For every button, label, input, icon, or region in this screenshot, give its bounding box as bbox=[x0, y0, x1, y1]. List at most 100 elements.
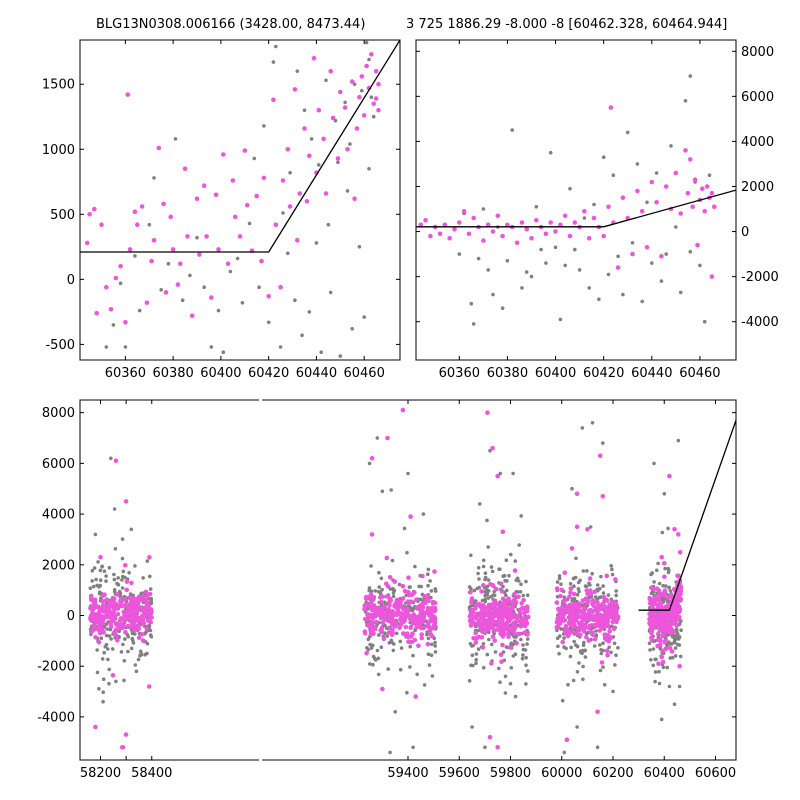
data-point-magenta bbox=[592, 589, 597, 595]
data-point-magenta bbox=[135, 617, 141, 622]
data-point-gray bbox=[480, 598, 485, 603]
data-point-gray bbox=[581, 643, 586, 647]
data-point-magenta bbox=[385, 435, 390, 441]
data-point-gray bbox=[595, 583, 600, 587]
data-point-gray bbox=[562, 750, 567, 755]
data-point-gray bbox=[402, 526, 407, 531]
data-point-magenta bbox=[615, 616, 620, 621]
data-point-gray bbox=[429, 589, 434, 593]
data-point-magenta bbox=[100, 599, 105, 604]
data-point-magenta bbox=[659, 253, 664, 259]
data-point-magenta bbox=[392, 602, 398, 608]
data-point-gray bbox=[672, 702, 677, 706]
data-point-gray bbox=[302, 108, 307, 112]
data-point-magenta bbox=[316, 107, 322, 113]
data-point-gray bbox=[611, 173, 616, 177]
axes-frame bbox=[79, 399, 737, 761]
data-point-gray bbox=[498, 567, 502, 571]
data-point-magenta bbox=[401, 631, 406, 636]
data-point-gray bbox=[367, 57, 371, 62]
data-point-gray bbox=[483, 745, 487, 750]
data-point-gray bbox=[477, 577, 481, 581]
data-point-gray bbox=[326, 222, 331, 227]
data-point-gray bbox=[188, 273, 192, 278]
data-point-magenta bbox=[418, 222, 424, 228]
data-point-gray bbox=[649, 572, 653, 577]
data-point-magenta bbox=[304, 199, 310, 204]
data-point-magenta bbox=[520, 605, 525, 611]
data-point-gray bbox=[493, 650, 498, 654]
data-point-gray bbox=[408, 665, 412, 669]
data-point-magenta bbox=[558, 222, 563, 228]
data-point-magenta bbox=[197, 252, 202, 257]
data-point-magenta bbox=[558, 593, 563, 599]
data-point-magenta bbox=[561, 618, 567, 623]
data-point-gray bbox=[109, 456, 113, 461]
data-point-magenta bbox=[123, 320, 128, 325]
data-point-gray bbox=[148, 587, 153, 591]
data-point-gray bbox=[582, 640, 586, 645]
data-point-magenta bbox=[415, 615, 421, 620]
data-point-gray bbox=[489, 565, 494, 569]
data-point-magenta bbox=[468, 614, 474, 619]
data-point-gray bbox=[88, 586, 93, 590]
data-point-gray bbox=[662, 492, 667, 496]
data-point-gray bbox=[375, 436, 380, 440]
data-point-gray bbox=[574, 556, 578, 561]
data-point-magenta bbox=[630, 251, 635, 257]
data-point-gray bbox=[612, 641, 617, 646]
data-point-magenta bbox=[511, 630, 517, 635]
data-point-gray bbox=[221, 350, 226, 355]
data-point-magenta bbox=[237, 234, 243, 239]
data-point-gray bbox=[497, 666, 501, 671]
data-point-gray bbox=[580, 426, 585, 430]
data-point-gray bbox=[109, 637, 113, 641]
data-point-magenta bbox=[182, 166, 188, 172]
data-point-magenta bbox=[647, 616, 652, 622]
data-point-gray bbox=[173, 137, 178, 141]
data-point-gray bbox=[90, 568, 95, 573]
data-point-gray bbox=[373, 589, 378, 593]
data-point-gray bbox=[513, 559, 518, 563]
data-point-magenta bbox=[595, 709, 600, 715]
data-point-magenta bbox=[94, 604, 99, 609]
data-point-magenta bbox=[560, 604, 565, 610]
data-point-magenta bbox=[597, 453, 603, 459]
data-point-gray bbox=[503, 691, 508, 695]
data-point-magenta bbox=[392, 579, 398, 584]
data-point-gray bbox=[572, 584, 576, 588]
data-point-gray bbox=[602, 683, 607, 687]
data-point-magenta bbox=[577, 620, 582, 626]
data-point-magenta bbox=[92, 206, 97, 212]
data-point-gray bbox=[519, 582, 523, 587]
data-point-magenta bbox=[479, 635, 485, 640]
data-point-magenta bbox=[371, 101, 377, 106]
data-point-magenta bbox=[111, 597, 116, 603]
panel-bottom-full-lightcurve: 58200 58400 59400 59600 59800 60000 60200 60400… bbox=[37, 399, 737, 781]
data-point-gray bbox=[101, 677, 106, 681]
data-point-gray bbox=[650, 261, 654, 265]
data-point-gray bbox=[360, 88, 364, 93]
data-point-gray bbox=[118, 591, 123, 596]
data-point-magenta bbox=[123, 499, 129, 504]
data-point-gray bbox=[257, 285, 261, 290]
data-point-magenta bbox=[364, 594, 369, 600]
data-point-gray bbox=[427, 663, 432, 667]
data-point-magenta bbox=[113, 275, 119, 281]
data-point-magenta bbox=[709, 190, 715, 196]
data-point-magenta bbox=[108, 623, 114, 629]
data-point-gray bbox=[307, 310, 312, 314]
data-point-magenta bbox=[93, 635, 98, 640]
data-point-gray bbox=[467, 585, 472, 589]
data-point-magenta bbox=[554, 586, 560, 591]
data-point-magenta bbox=[132, 596, 138, 602]
data-point-gray bbox=[474, 652, 479, 656]
data-point-magenta bbox=[659, 654, 665, 660]
data-point-gray bbox=[369, 646, 374, 650]
x-tick-label: 60200 bbox=[592, 766, 633, 781]
x-tick-label: 58200 bbox=[80, 766, 121, 781]
data-point-magenta bbox=[244, 202, 250, 208]
data-point-gray bbox=[97, 591, 102, 595]
data-point-gray bbox=[476, 256, 481, 261]
data-point-magenta bbox=[678, 211, 683, 216]
